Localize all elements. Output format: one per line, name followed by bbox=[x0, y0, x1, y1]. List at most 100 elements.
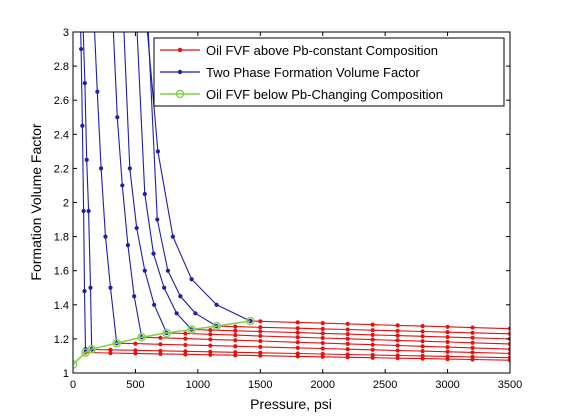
two-phase-point-1-1 bbox=[88, 285, 93, 290]
above-pb-point-1-7 bbox=[258, 350, 263, 355]
above-pb-point-6-8 bbox=[420, 329, 425, 334]
above-pb-point-4-10 bbox=[420, 339, 425, 344]
above-pb-point-7-4 bbox=[345, 321, 350, 326]
two-phase-line-3 bbox=[112, 32, 143, 338]
series-below-pb bbox=[73, 316, 255, 369]
two-phase-line-2 bbox=[94, 32, 118, 344]
y-tick-label-6: 2.2 bbox=[54, 163, 69, 175]
legend-label-above-pb: Oil FVF above Pb-constant Composition bbox=[206, 43, 438, 58]
above-pb-point-5-1 bbox=[208, 327, 213, 333]
above-pb-point-7-6 bbox=[395, 323, 400, 328]
above-pb-point-5-6 bbox=[345, 332, 350, 337]
above-pb-point-2-7 bbox=[295, 345, 300, 350]
above-pb-point-1-13 bbox=[420, 353, 425, 359]
above-pb-point-4-9 bbox=[395, 338, 400, 343]
two-phase-point-7-3 bbox=[170, 234, 175, 239]
above-pb-point-4-8 bbox=[370, 337, 375, 342]
series-above-pb-6 bbox=[214, 324, 510, 336]
above-pb-point-3-2 bbox=[183, 336, 188, 341]
y-tick-label-2: 1.4 bbox=[54, 300, 69, 312]
y-tick-label-4: 1.8 bbox=[54, 232, 69, 244]
below-pb-point-2 bbox=[87, 344, 97, 354]
above-pb-point-5-2 bbox=[233, 328, 238, 333]
legend-label-below-pb: Oil FVF below Pb-Changing Composition bbox=[206, 87, 443, 102]
above-pb-point-1-9 bbox=[320, 351, 325, 357]
above-pb-point-6-5 bbox=[345, 327, 350, 332]
above-pb-point-6-10 bbox=[470, 330, 475, 335]
above-pb-point-6-2 bbox=[258, 325, 263, 330]
two-phase-point-4-3 bbox=[134, 225, 139, 231]
above-pb-point-7-5 bbox=[370, 322, 375, 327]
two-phase-point-0-2 bbox=[81, 208, 86, 214]
tick-layer: 0 500 1000 1500 2000 2500 3000 3500 1 1.2 1.4 1.6 1.… bbox=[54, 27, 523, 391]
above-pb-point-1-5 bbox=[208, 349, 213, 354]
below-pb-point-5 bbox=[162, 328, 171, 338]
above-pb-point-2-11 bbox=[395, 348, 400, 353]
legend-box bbox=[153, 37, 505, 107]
above-pb-point-7-7 bbox=[420, 323, 425, 329]
above-pb-point-1-10 bbox=[345, 352, 350, 357]
two-phase-point-0-4 bbox=[79, 46, 84, 52]
above-pb-point-2-13 bbox=[445, 349, 450, 354]
above-pb-point-4-6 bbox=[320, 335, 325, 341]
above-pb-point-1-11 bbox=[370, 352, 375, 358]
x-tick-label-5: 2500 bbox=[373, 379, 397, 391]
two-phase-line-0 bbox=[80, 32, 87, 350]
legend: Oil FVF above Pb-constant Composition Tw… bbox=[153, 37, 505, 107]
two-phase-point-7-2 bbox=[189, 277, 194, 282]
two-phase-point-2-3 bbox=[98, 166, 104, 171]
x-tick-label-2: 1000 bbox=[186, 379, 210, 391]
above-pb-point-6-4 bbox=[320, 326, 325, 331]
above-pb-point-3-11 bbox=[420, 344, 425, 349]
above-pb-point-1-3 bbox=[158, 348, 163, 353]
legend-label-two-phase: Two Phase Formation Volume Factor bbox=[206, 65, 421, 80]
above-pb-point-4-12 bbox=[470, 340, 475, 345]
above-pb-point-3-4 bbox=[233, 338, 238, 343]
above-pb-point-6-6 bbox=[370, 328, 375, 333]
above-pb-point-2-9 bbox=[345, 347, 350, 352]
below-pb-line bbox=[73, 320, 251, 366]
above-pb-point-2-12 bbox=[420, 349, 425, 354]
two-phase-point-1-3 bbox=[84, 157, 89, 162]
above-pb-point-3-10 bbox=[395, 343, 400, 348]
y-tick-label-7: 2.4 bbox=[54, 129, 69, 141]
legend-marker-two-phase bbox=[177, 69, 183, 75]
y-tick-label-8: 2.6 bbox=[54, 95, 69, 107]
two-phase-line-6 bbox=[147, 32, 217, 327]
below-pb-point-6 bbox=[187, 325, 196, 334]
above-pb-point-3-5 bbox=[258, 338, 263, 344]
two-phase-line-5 bbox=[136, 32, 193, 330]
two-phase-point-2-4 bbox=[95, 89, 100, 94]
above-pb-point-7-2 bbox=[295, 320, 300, 325]
above-pb-point-3-1 bbox=[158, 335, 163, 340]
above-pb-line-6 bbox=[216, 325, 510, 335]
two-phase-point-5-4 bbox=[142, 191, 147, 197]
series-above-pb-1 bbox=[89, 347, 510, 360]
above-pb-point-2-6 bbox=[258, 344, 263, 349]
above-pb-point-1-14 bbox=[445, 354, 450, 359]
y-axis-label: Formation Volume Factor bbox=[28, 123, 44, 281]
two-phase-point-0-1 bbox=[82, 289, 87, 294]
above-pb-point-5-3 bbox=[258, 329, 263, 334]
above-pb-point-2-4 bbox=[208, 343, 213, 348]
x-tick-label-1: 500 bbox=[126, 379, 144, 391]
above-pb-point-3-9 bbox=[370, 342, 375, 347]
above-pb-point-7-1 bbox=[258, 319, 263, 324]
y-tick-label-5: 2 bbox=[63, 198, 69, 210]
two-phase-point-6-3 bbox=[165, 268, 170, 273]
series-two-phase-0 bbox=[79, 32, 88, 352]
above-pb-point-4-13 bbox=[507, 341, 510, 347]
above-pb-point-4-1 bbox=[183, 331, 188, 336]
series-two-phase-3 bbox=[112, 32, 144, 340]
x-tick-label-0: 0 bbox=[70, 379, 76, 391]
above-pb-point-7-8 bbox=[445, 324, 450, 329]
two-phase-point-3-2 bbox=[125, 243, 131, 248]
two-phase-point-5-3 bbox=[151, 251, 156, 256]
x-axis-label: Pressure, psi bbox=[250, 396, 332, 412]
two-phase-point-3-3 bbox=[120, 183, 125, 188]
above-pb-point-4-4 bbox=[258, 333, 263, 339]
above-pb-point-2-15 bbox=[507, 351, 510, 356]
series-two-phase-4 bbox=[123, 32, 169, 336]
two-phase-point-3-1 bbox=[132, 294, 137, 299]
